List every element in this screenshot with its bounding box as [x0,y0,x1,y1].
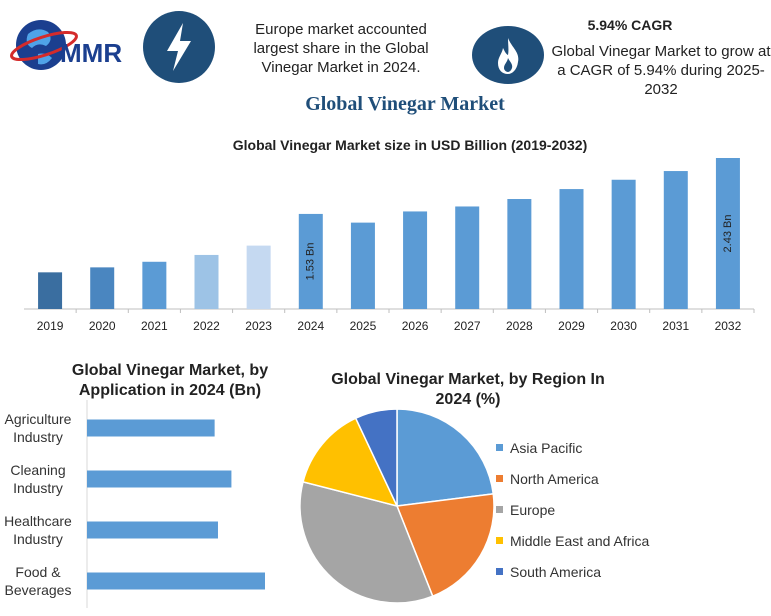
headline-text: Europe market accounted largest share in… [253,21,429,76]
cagr-title: 5.94% CAGR [587,17,673,33]
application-bar [87,470,232,488]
data-label-2032: 2.43 Bn [722,215,734,253]
legend-label: North America [510,470,599,487]
x-tick-label: 2019 [37,319,64,333]
region-pie-chart [299,408,495,604]
legend-swatch [496,506,503,513]
pie-legend: Asia Pacific North America Europe Middle Ea… [496,432,766,587]
bar-2023 [246,245,271,309]
page-title: Global Vinegar Market [305,93,505,115]
application-bar [87,572,265,590]
bar-2019 [38,272,63,309]
pie-slice [299,480,434,604]
bar-2031 [663,171,688,309]
bar-2026 [403,211,428,309]
flame-icon [472,26,544,84]
x-tick-label: 2024 [297,319,324,333]
bar-2024 [298,213,323,309]
x-tick-label: 2029 [558,319,585,333]
legend-item: South America [496,556,766,587]
x-tick-label: 2025 [350,319,377,333]
bar-2028 [507,199,532,309]
logo-text: MMR [60,38,122,68]
application-chart-title: Global Vinegar Market, by Application in… [71,362,269,399]
legend-item: Asia Pacific [496,432,766,463]
legend-swatch [496,568,503,575]
bar-2022 [194,254,219,309]
bar-2030 [611,179,636,309]
bar-2021 [142,261,167,309]
bar-2029 [559,189,584,309]
bar-2032 [715,158,740,309]
bar-chart-title: Global Vinegar Market size in USD Billio… [232,137,588,153]
application-label: Food & Beverages [4,564,72,598]
x-tick-label: 2028 [506,319,533,333]
application-label: Agriculture Industry [4,411,72,445]
data-label-2024: 1.53 Bn [305,243,317,281]
market-size-bar-chart: 2019 2020 2021 2022 2023 2024 2025 2026 2027 2028… [24,158,755,333]
application-bar [87,419,215,437]
legend-label: South America [510,563,602,580]
x-tick-label: 2032 [715,319,742,333]
pie-slice [302,417,399,508]
bar-2020 [90,267,115,309]
cagr-text: Global Vinegar Market to grow at a CAGR … [551,43,771,98]
bar-2027 [455,206,480,309]
pie-slice [395,493,495,598]
legend-swatch [496,444,503,451]
x-tick-label: 2022 [193,319,220,333]
application-bar-chart [86,400,265,608]
application-bar [87,521,218,539]
pie-slice [396,408,495,507]
bar-2025 [350,222,375,309]
x-tick-label: 2021 [141,319,168,333]
legend-item: Middle East and Africa [496,525,766,556]
lightning-bolt-icon [143,11,215,83]
x-tick-label: 2027 [454,319,481,333]
application-label: Healthcare Industry [4,513,72,547]
application-labels: Agriculture Industry Cleaning Industry Hea… [0,400,80,610]
x-tick-label: 2020 [89,319,116,333]
legend-label: Asia Pacific [510,439,583,456]
x-tick-label: 2030 [610,319,637,333]
application-label: Cleaning Industry [10,462,66,496]
pie-slice [354,408,398,507]
legend-label: Middle East and Africa [510,532,650,549]
x-tick-label: 2023 [245,319,272,333]
legend-item: Europe [496,494,766,525]
legend-swatch [496,475,503,482]
x-tick-label: 2026 [402,319,429,333]
legend-label: Europe [510,501,556,518]
mmr-logo: MMR [8,12,138,78]
x-tick-label: 2031 [662,319,689,333]
legend-item: North America [496,463,766,494]
legend-swatch [496,537,503,544]
region-chart-title: Global Vinegar Market, by Region In 2024… [331,371,605,408]
